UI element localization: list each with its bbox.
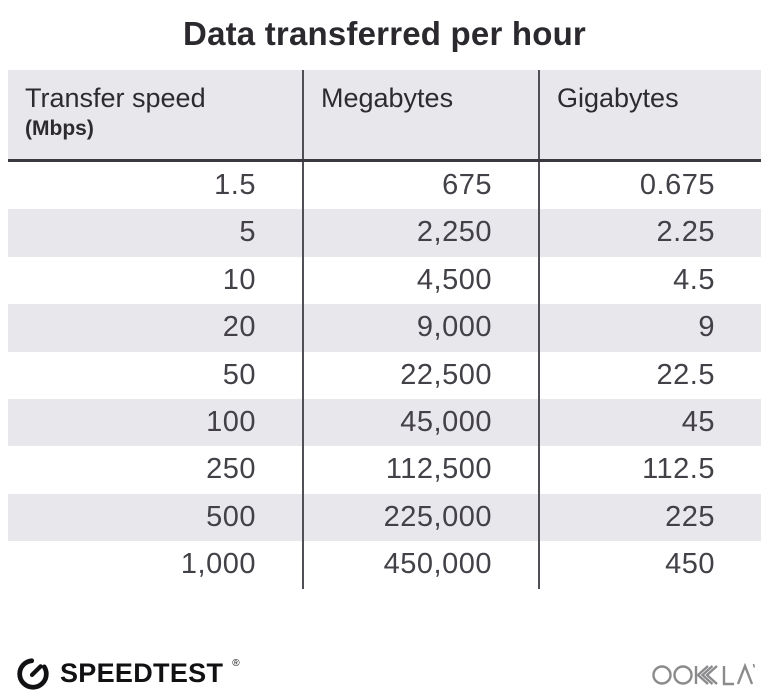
- table-cell: 225,000: [302, 493, 538, 542]
- page-title: Data transferred per hour: [183, 15, 586, 52]
- table-cell: 50: [222, 358, 256, 391]
- table-cell: 45,000: [302, 398, 538, 447]
- table-cell: 2.25: [538, 209, 761, 257]
- registered-mark: ®: [232, 657, 240, 669]
- header-cell-megabytes: Megabytes: [302, 70, 538, 159]
- table-row: 1.5 675 0.675: [8, 162, 761, 210]
- table-cell: 22,500: [302, 351, 538, 399]
- table-cell: 225: [538, 493, 761, 542]
- table-row: 100 45,000 45: [8, 398, 761, 447]
- table-cell: 9: [538, 304, 761, 352]
- table-cell: 112,500: [302, 446, 538, 494]
- header-row: Transfer speed (Mbps) Megabytes Gigabyte…: [8, 70, 761, 162]
- table-row: 500 225,000 225: [8, 493, 761, 542]
- table-cell: 675: [302, 162, 538, 210]
- ookla-logo: [651, 658, 755, 688]
- table-cell: 2,250: [302, 209, 538, 257]
- table-cell: 10: [222, 263, 256, 296]
- table-cell: 45: [538, 398, 761, 447]
- table-cell: 112.5: [538, 446, 761, 494]
- table-cell: 20: [222, 311, 256, 344]
- table-row: 1,000 450,000 450: [8, 541, 761, 589]
- table-cell: 450: [538, 541, 761, 589]
- header-cell-gigabytes: Gigabytes: [538, 70, 761, 159]
- speedtest-gauge-icon: [14, 654, 52, 692]
- footer: SPEEDTEST ®: [0, 648, 769, 698]
- table-cell: 1.5: [214, 169, 256, 201]
- table-cell: 1,000: [180, 548, 256, 581]
- table-cell: 22.5: [538, 351, 761, 399]
- header-label-transfer-speed: Transfer speed: [25, 83, 206, 113]
- table-cell: 4.5: [538, 256, 761, 305]
- table-cell: 500: [206, 500, 256, 533]
- header-sublabel-mbps: (Mbps): [25, 117, 94, 141]
- speedtest-wordmark: SPEEDTEST: [60, 657, 224, 688]
- table-row: 10 4,500 4.5: [8, 256, 761, 305]
- table-cell: 5: [239, 216, 256, 249]
- table-row: 20 9,000 9: [8, 304, 761, 352]
- table-row: 250 112,500 112.5: [8, 446, 761, 494]
- table-row: 5 2,250 2.25: [8, 209, 761, 257]
- table-row: 50 22,500 22.5: [8, 351, 761, 399]
- table-cell: 9,000: [302, 304, 538, 352]
- table-cell: 250: [206, 453, 256, 486]
- header-cell-transfer-speed: Transfer speed (Mbps): [8, 70, 302, 159]
- speedtest-logo: SPEEDTEST ®: [14, 654, 240, 692]
- table-cell: 100: [206, 405, 256, 438]
- table-cell: 0.675: [538, 162, 761, 210]
- ookla-wordmark-icon: [651, 658, 755, 688]
- table-cell: 4,500: [302, 256, 538, 305]
- data-table: Transfer speed (Mbps) Megabytes Gigabyte…: [8, 70, 761, 589]
- table-cell: 450,000: [302, 541, 538, 589]
